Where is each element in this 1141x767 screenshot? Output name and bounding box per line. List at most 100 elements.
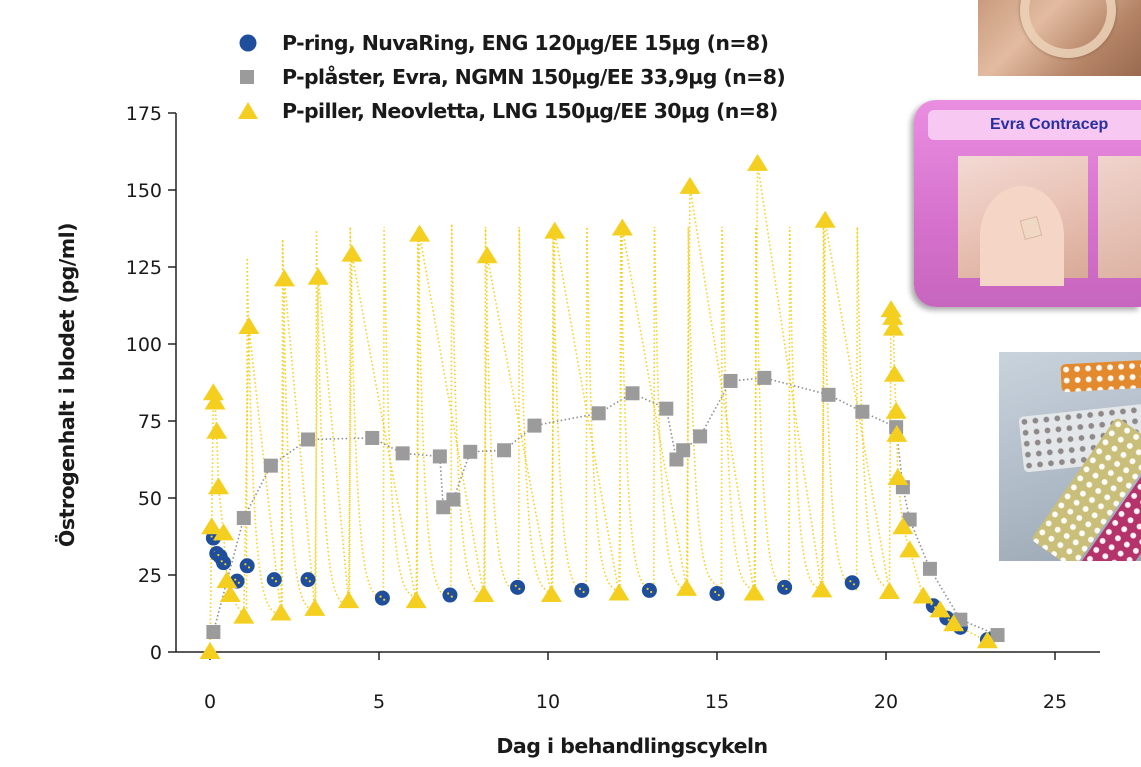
ring-marker-speck bbox=[237, 581, 240, 584]
pill-packs-photo bbox=[999, 352, 1141, 561]
pill-data-point bbox=[882, 318, 904, 336]
patch-data-point bbox=[527, 418, 542, 433]
ring-marker-speck bbox=[217, 553, 220, 557]
x-tick-label: 10 bbox=[536, 691, 560, 713]
patch-data-point bbox=[463, 444, 478, 459]
ring-marker-circle bbox=[442, 587, 458, 603]
patch-data-point bbox=[723, 373, 738, 388]
ring-marker-circle bbox=[574, 582, 590, 598]
pill-data-point bbox=[887, 467, 909, 485]
patch-data-point bbox=[206, 624, 221, 639]
ring-data-point bbox=[510, 579, 526, 595]
pill-data-point bbox=[929, 600, 951, 618]
pill-spike-curve bbox=[585, 226, 620, 594]
patch-data-point bbox=[236, 511, 251, 526]
pill-data-point bbox=[892, 517, 914, 535]
legend-item-ring: P-ring, NuvaRing, ENG 120µg/EE 15µg (n=8… bbox=[236, 26, 785, 60]
legend-item-pill: P-piller, Neovletta, LNG 150µg/EE 30µg (… bbox=[236, 94, 785, 128]
pill-spike-curve bbox=[821, 226, 856, 591]
ring-marker-speck bbox=[379, 595, 382, 598]
ring-marker-speck bbox=[514, 584, 517, 587]
legend-label-ring: P-ring, NuvaRing, ENG 120µg/EE 15µg (n=8… bbox=[282, 31, 769, 55]
ring-marker-circle bbox=[266, 572, 282, 588]
pill-data-point bbox=[238, 317, 260, 335]
ring-shape bbox=[1020, 0, 1116, 58]
ring-marker-circle bbox=[641, 582, 657, 598]
patch-data-point bbox=[659, 401, 674, 416]
ring-marker-speck bbox=[518, 587, 521, 591]
ring-data-point bbox=[641, 582, 657, 598]
pill-data-point bbox=[202, 383, 224, 401]
ring-marker-speck bbox=[650, 590, 653, 594]
legend-label-patch: P-plåster, Evra, NGMN 150µg/EE 33,9µg (n… bbox=[282, 65, 786, 89]
pill-data-point bbox=[811, 580, 833, 598]
ring-marker-circle bbox=[844, 575, 860, 591]
nuvaring-photo bbox=[978, 0, 1141, 76]
pill-spike-curve bbox=[450, 223, 485, 599]
pill-data-point bbox=[405, 591, 427, 609]
ring-marker-circle bbox=[709, 585, 725, 601]
y-tick-label: 175 bbox=[126, 103, 162, 125]
pill-spike-curve bbox=[517, 226, 552, 596]
pill-data-point bbox=[814, 210, 836, 228]
ring-marker-speck bbox=[247, 566, 251, 569]
patch-data-point bbox=[365, 430, 380, 445]
patch-data-point bbox=[446, 492, 461, 507]
pill-data-point bbox=[409, 224, 431, 242]
pill-spike-curve bbox=[416, 226, 451, 602]
pill-data-point bbox=[540, 585, 562, 603]
pill-spike-curve bbox=[281, 239, 316, 614]
pill-spike-curve bbox=[855, 226, 890, 591]
pill-spike-curve bbox=[483, 226, 518, 596]
y-tick-label: 100 bbox=[126, 334, 162, 356]
patch-data-point bbox=[855, 404, 870, 419]
ring-marker-speck bbox=[271, 577, 274, 580]
ring-marker-speck bbox=[714, 590, 717, 594]
ring-marker-speck bbox=[785, 587, 788, 591]
ring-marker-circle bbox=[374, 590, 390, 606]
ring-marker-speck bbox=[450, 595, 453, 598]
pill-data-point bbox=[201, 517, 223, 535]
y-tick-label: 25 bbox=[138, 565, 162, 587]
ring-marker-speck bbox=[244, 563, 247, 566]
pill-spike-curve bbox=[245, 257, 280, 617]
ring-marker-speck bbox=[305, 577, 308, 580]
ring-marker-circle bbox=[239, 558, 255, 574]
ring-marker-speck bbox=[220, 560, 223, 563]
y-tick-label: 0 bbox=[150, 642, 162, 664]
pill-data-point bbox=[899, 540, 921, 558]
legend-circle-marker bbox=[239, 34, 257, 52]
ring-data-point bbox=[844, 575, 860, 591]
pill-spike-curve bbox=[652, 226, 687, 592]
patch-data-point bbox=[821, 387, 836, 402]
ring-marker-speck bbox=[308, 580, 311, 583]
pill-spike-curve bbox=[382, 226, 417, 600]
patch-data-point bbox=[591, 406, 606, 421]
ring-marker-speck bbox=[781, 584, 784, 587]
pill-data-point bbox=[233, 606, 255, 624]
pill-data-point bbox=[304, 598, 326, 616]
pill-data-point bbox=[213, 523, 235, 541]
pill-spike-curve bbox=[348, 226, 383, 602]
y-axis-title: Östrogenhalt i blodet (pg/ml) bbox=[54, 223, 79, 547]
pill-pack-orange bbox=[1060, 359, 1141, 393]
pill-data-point bbox=[307, 267, 329, 285]
y-tick-label: 125 bbox=[126, 257, 162, 279]
pill-spike-curve bbox=[754, 226, 789, 594]
x-tick-label: 0 bbox=[204, 691, 216, 713]
ring-marker-circle bbox=[510, 579, 526, 595]
patch-data-point bbox=[693, 429, 708, 444]
pill-data-point bbox=[270, 603, 292, 621]
patch-data-point bbox=[263, 458, 278, 473]
y-tick-label: 75 bbox=[138, 411, 162, 433]
patch-data-point bbox=[395, 446, 410, 461]
ring-marker-speck bbox=[234, 578, 237, 581]
arm-image bbox=[1098, 156, 1141, 278]
pill-data-point bbox=[882, 307, 904, 325]
ring-marker-speck bbox=[852, 583, 856, 586]
pill-data-point bbox=[341, 244, 363, 262]
ring-marker-speck bbox=[947, 618, 950, 621]
legend-triangle-marker bbox=[238, 102, 258, 119]
